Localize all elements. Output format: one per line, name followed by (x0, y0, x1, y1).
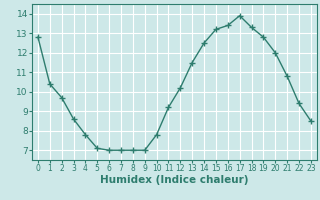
X-axis label: Humidex (Indice chaleur): Humidex (Indice chaleur) (100, 175, 249, 185)
